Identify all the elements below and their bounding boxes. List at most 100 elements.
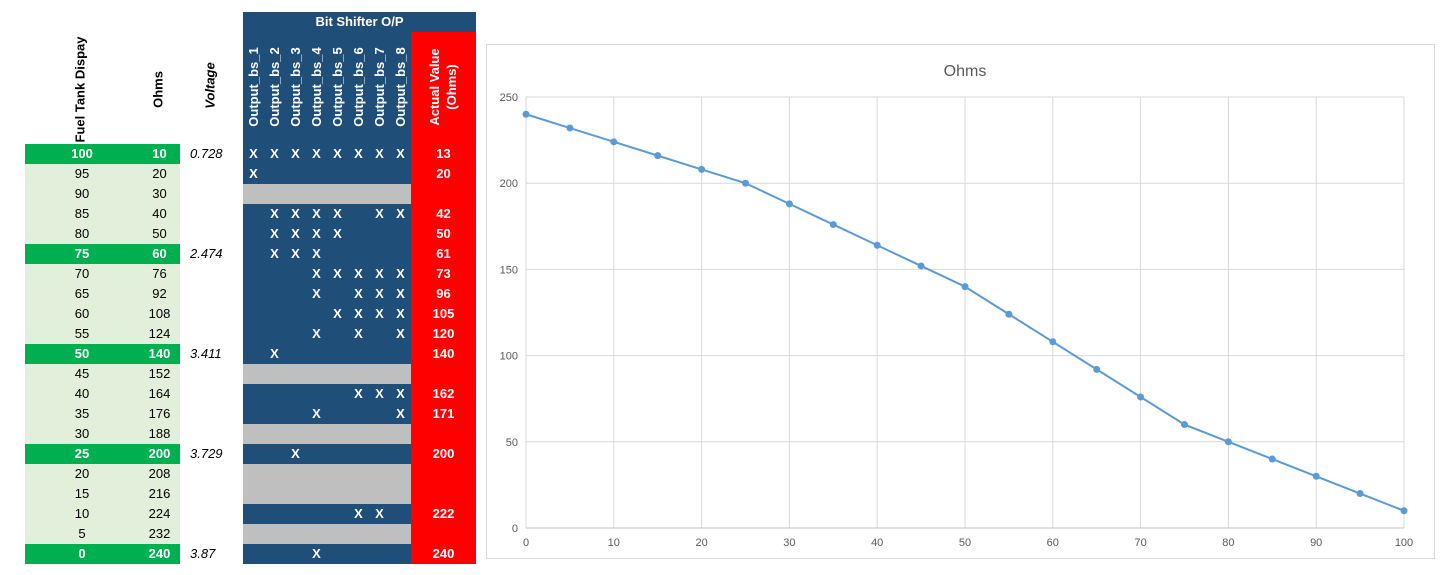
- voltage-cell: 3.87: [190, 546, 216, 561]
- fuel-cell: 0: [25, 544, 139, 564]
- bit-x-mark: X: [354, 266, 363, 281]
- actual-value-cell: 200: [432, 446, 455, 461]
- fuel-cell: 40: [25, 384, 139, 404]
- fuel-cell: 35: [25, 404, 139, 424]
- bit-x-mark: X: [291, 446, 300, 461]
- bit-x-mark: X: [396, 266, 405, 281]
- actual-value-header: Actual Value (Ohms): [426, 37, 460, 137]
- ohms-data-point: [522, 110, 530, 118]
- ohms-cell: 152: [139, 364, 180, 384]
- ohms-chart: Ohms 0 50 100 150 200 250 0 10 20 30 40 50 60 70 80 90 10…: [486, 44, 1435, 559]
- bit-x-mark: X: [249, 166, 258, 181]
- bit-x-mark: X: [312, 286, 321, 301]
- bit-x-mark: X: [375, 206, 384, 221]
- x-tick-label: 70: [1134, 537, 1146, 549]
- fuel-cell: 10: [25, 504, 139, 524]
- ohms-cell: 224: [139, 504, 180, 524]
- ohms-cell: 232: [139, 524, 180, 544]
- ohms-data-point: [1005, 310, 1013, 318]
- bit-x-mark: X: [333, 206, 342, 221]
- ohms-data-point: [1181, 421, 1188, 429]
- actual-value-header-line2: (Ohms): [444, 64, 459, 110]
- actual-value-block: [411, 32, 476, 564]
- bit-x-mark: X: [354, 286, 363, 301]
- ohms-data-point: [873, 241, 881, 249]
- bit-x-mark: X: [270, 146, 279, 161]
- actual-value-cell: 140: [432, 346, 455, 361]
- fuel-cell: 100: [25, 144, 139, 164]
- actual-value-cell: 42: [436, 206, 451, 221]
- output-bs-2-header: Output_bs_2: [266, 47, 282, 127]
- ohms-data-point: [1093, 365, 1101, 373]
- output-bs-4-header: Output_bs_4: [308, 47, 324, 127]
- fuel-cell: 15: [25, 484, 139, 504]
- bit-x-mark: X: [312, 246, 321, 261]
- bit-x-mark: X: [291, 246, 300, 261]
- bit-x-mark: X: [312, 546, 321, 561]
- ohms-cell: 50: [139, 224, 180, 244]
- bit-x-mark: X: [312, 326, 321, 341]
- fuel-cell: 85: [25, 204, 139, 224]
- bit-x-mark: X: [291, 226, 300, 241]
- ohms-cell: 60: [139, 244, 180, 264]
- fuel-cell: 70: [25, 264, 139, 284]
- ohms-cell: 188: [139, 424, 180, 444]
- bit-x-mark: X: [333, 226, 342, 241]
- bit-x-mark: X: [270, 246, 279, 261]
- actual-value-cell: 73: [436, 266, 451, 281]
- output-bs-5-header: Output_bs_5: [329, 47, 345, 127]
- ohms-data-point: [1400, 507, 1408, 515]
- ohms-cell: 30: [139, 184, 180, 204]
- bit-x-mark: X: [396, 406, 405, 421]
- fuel-cell: 65: [25, 284, 139, 304]
- ohms-cell: 92: [139, 284, 180, 304]
- ohms-cell: 200: [139, 444, 180, 464]
- ohms-cell: 20: [139, 164, 180, 184]
- x-tick-label: 90: [1310, 537, 1322, 549]
- ohms-cell: 216: [139, 484, 180, 504]
- voltage-cell: 2.474: [190, 246, 223, 261]
- ohms-header: Ohms: [150, 71, 166, 108]
- gray-row: [243, 484, 411, 504]
- bit-x-mark: X: [333, 306, 342, 321]
- bit-x-mark: X: [396, 206, 405, 221]
- gray-row: [243, 364, 411, 384]
- bit-x-mark: X: [270, 206, 279, 221]
- x-tick-label: 20: [695, 537, 707, 549]
- ohms-cell: 76: [139, 264, 180, 284]
- fuel-cell: 5: [25, 524, 139, 544]
- bit-x-mark: X: [354, 306, 363, 321]
- bit-x-mark: X: [375, 306, 384, 321]
- ohms-data-point: [698, 165, 706, 173]
- actual-value-cell: 20: [436, 166, 451, 181]
- x-tick-label: 50: [959, 537, 971, 549]
- bit-x-mark: X: [312, 266, 321, 281]
- ohms-data-point: [1356, 490, 1364, 498]
- fuel-cell: 75: [25, 244, 139, 264]
- gray-row: [243, 184, 411, 204]
- gray-row: [243, 524, 411, 544]
- ohms-data-point: [917, 262, 925, 270]
- bit-x-mark: X: [270, 226, 279, 241]
- ohms-data-point: [1312, 472, 1320, 480]
- bit-x-mark: X: [375, 146, 384, 161]
- bit-x-mark: X: [333, 146, 342, 161]
- ohms-cell: 176: [139, 404, 180, 424]
- bit-x-mark: X: [354, 386, 363, 401]
- voltage-header: Voltage: [202, 62, 218, 109]
- bit-x-mark: X: [312, 226, 321, 241]
- x-tick-label: 40: [871, 537, 883, 549]
- output-bs-6-header: Output_bs_6: [350, 47, 366, 127]
- bit-x-mark: X: [354, 146, 363, 161]
- ohms-data-point: [654, 152, 662, 160]
- fuel-cell: 90: [25, 184, 139, 204]
- fuel-cell: 80: [25, 224, 139, 244]
- ohms-line-chart-svg: Ohms 0 50 100 150 200 250 0 10 20 30 40 50 60 70 80 90 10…: [500, 63, 1414, 549]
- actual-value-cell: 50: [436, 226, 451, 241]
- bit-x-mark: X: [396, 306, 405, 321]
- bit-x-mark: X: [249, 146, 258, 161]
- bit-x-mark: X: [375, 266, 384, 281]
- bit-x-mark: X: [354, 326, 363, 341]
- bit-x-mark: X: [291, 206, 300, 221]
- ohms-cell: 140: [139, 344, 180, 364]
